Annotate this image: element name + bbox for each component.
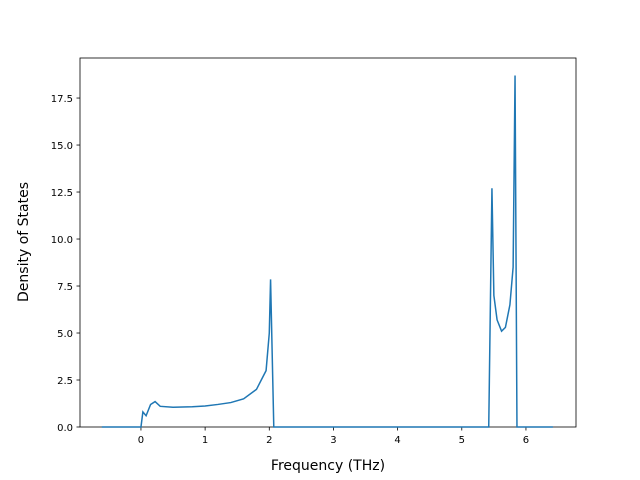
x-tick-label: 5 (459, 435, 465, 446)
y-tick-label: 10.0 (51, 235, 73, 246)
y-tick-label: 15.0 (51, 141, 73, 152)
x-tick-label: 4 (394, 435, 400, 446)
y-tick-label: 5.0 (57, 329, 73, 340)
x-tick-label: 3 (330, 435, 336, 446)
x-tick-label: 0 (138, 435, 144, 446)
x-axis-label: Frequency (THz) (271, 458, 385, 474)
y-tick-label: 2.5 (57, 376, 73, 387)
y-tick-label: 7.5 (57, 282, 73, 293)
x-tick-label: 2 (266, 435, 272, 446)
x-tick-label: 6 (523, 435, 529, 446)
y-tick-label: 12.5 (51, 188, 73, 199)
y-axis-label: Density of States (16, 182, 32, 302)
x-tick-label: 1 (202, 435, 208, 446)
plot-frame (79, 57, 577, 428)
y-tick-label: 0.0 (57, 423, 73, 434)
y-tick-label: 17.5 (51, 94, 73, 105)
line (101, 75, 553, 428)
